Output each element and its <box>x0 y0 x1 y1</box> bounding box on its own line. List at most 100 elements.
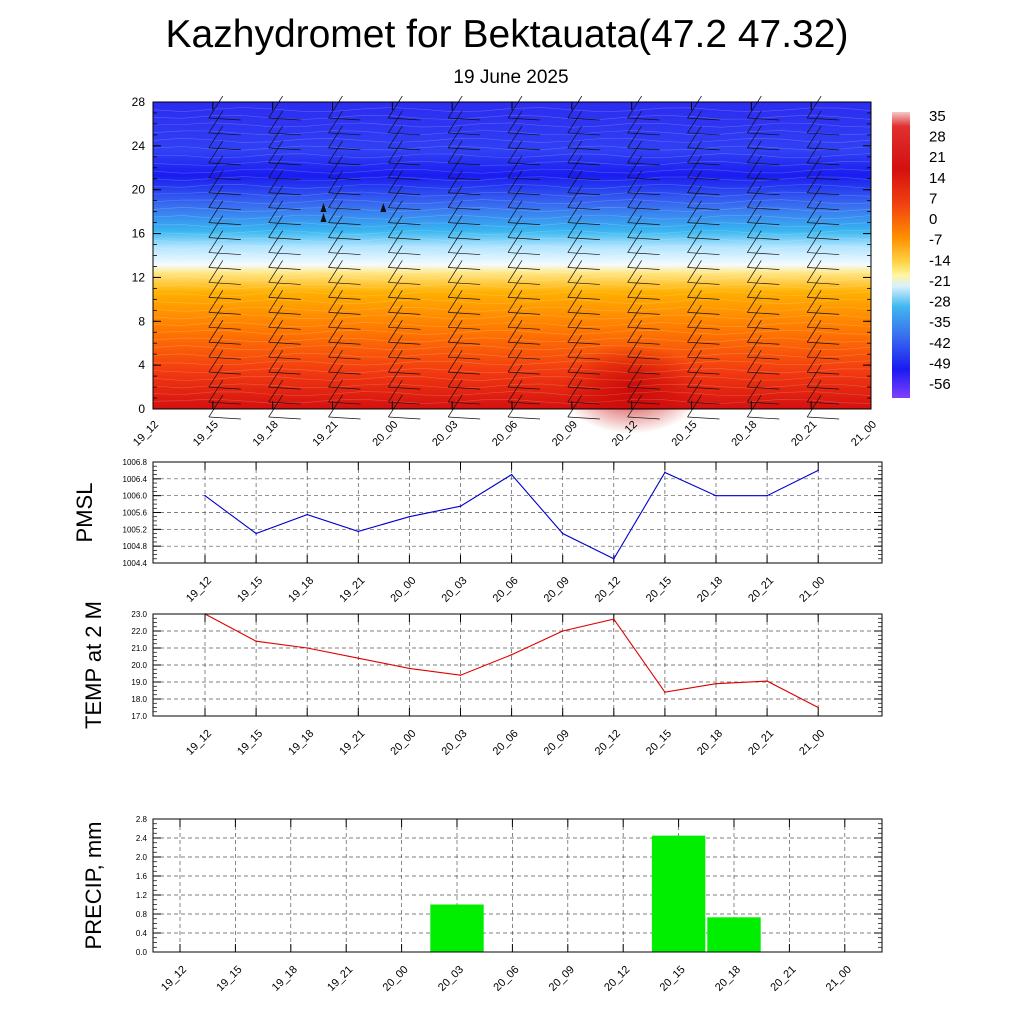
wind-barb <box>268 245 283 268</box>
wind-barb <box>687 155 702 178</box>
wind-barb <box>388 305 403 328</box>
wind-barb <box>328 364 343 388</box>
wind-barb <box>268 290 283 313</box>
wind-barb-flag <box>448 132 481 136</box>
wind-barb <box>567 155 583 178</box>
wind-barb <box>447 320 463 343</box>
wind-barb-flag <box>687 267 720 270</box>
wind-barb-flag <box>268 267 301 270</box>
wind-barb-flag <box>567 341 600 345</box>
wind-barb-flag <box>567 371 600 375</box>
wind-barb-flag <box>388 147 421 151</box>
wind-barb-flag <box>687 237 720 240</box>
wind-barb <box>687 335 702 358</box>
data-point <box>766 494 768 497</box>
wind-barb-flag <box>567 416 600 420</box>
wind-barb <box>328 170 343 193</box>
wind-barb-flag <box>567 401 600 405</box>
wind-barb <box>208 170 224 193</box>
wind-barb <box>447 260 463 283</box>
x-tick-label: 20_12 <box>602 964 632 994</box>
wind-barb-flag <box>268 192 301 196</box>
heatmap-contour-line <box>152 383 872 389</box>
heatmap-contour-line <box>152 283 872 289</box>
data-point <box>561 630 564 632</box>
wind-barb-flag <box>627 416 660 420</box>
wind-barb <box>328 305 343 328</box>
x-tick-label: 20_09 <box>542 728 572 758</box>
wind-barb <box>567 245 583 268</box>
wind-barb <box>268 185 283 208</box>
wind-barb-flag <box>807 401 840 405</box>
wind-barb-flag <box>567 267 600 270</box>
x-tick-label: 20_18 <box>695 728 725 758</box>
wind-barb-flag <box>328 356 361 360</box>
wind-barb <box>806 140 822 164</box>
wind-barb <box>806 215 822 238</box>
wind-barb-flag <box>208 416 241 420</box>
wind-barb <box>687 349 702 373</box>
wind-barb <box>627 394 642 418</box>
data-point <box>664 471 666 474</box>
wind-barb-flag <box>328 371 361 375</box>
wind-barb-flag <box>687 147 720 151</box>
heatmap-contour-line <box>152 160 872 166</box>
wind-barb <box>627 260 642 283</box>
wind-barb-flag <box>627 117 660 121</box>
heatmap-x-tick-label: 20_21 <box>789 419 819 449</box>
heatmap-y-tick-label: 28 <box>132 95 146 109</box>
y-tick-label: 17.0 <box>131 712 147 721</box>
wind-barb-flag <box>268 371 301 375</box>
precipitation-panel: 0.0 0.4 0.8 1.2 1.6 2.0 2.4 2.8 19_12 19_15 19_18 1… <box>81 815 883 994</box>
wind-barb <box>507 335 523 358</box>
temperature-panel: 17.0 18.0 19.0 20.0 21.0 22.0 23.0 19_12 19_15 19… <box>81 601 883 758</box>
data-point <box>459 505 462 507</box>
heatmap-x-tick-label: 20_09 <box>550 419 580 449</box>
data-point <box>766 680 768 682</box>
wind-barb-flag <box>388 416 421 420</box>
wind-barb-flag <box>807 341 840 345</box>
x-tick-label: 20_06 <box>491 964 521 994</box>
wind-barb <box>627 275 642 298</box>
wind-barb <box>567 185 583 208</box>
wind-barb <box>328 200 343 223</box>
wind-barb <box>687 394 702 418</box>
data-point <box>613 618 615 620</box>
wind-barb <box>388 394 403 418</box>
wind-barb-flag <box>448 162 481 166</box>
wind-barb-flag <box>328 192 361 196</box>
wind-barb <box>687 260 702 283</box>
wind-barb-flag <box>627 282 660 285</box>
heatmap-x-tick-label: 19_15 <box>191 419 221 449</box>
wind-barb-flag <box>268 416 301 420</box>
wind-barb-flag <box>747 207 780 211</box>
wind-barb <box>447 95 463 119</box>
wind-barb <box>328 379 343 403</box>
wind-barb-flag <box>687 222 720 225</box>
wind-barb-flag <box>448 416 481 420</box>
wind-barb <box>627 349 642 373</box>
wind-barb <box>567 260 583 283</box>
data-point <box>510 473 513 476</box>
wind-barb-flag <box>208 147 241 151</box>
wind-barb-flag <box>807 162 840 166</box>
wind-barb-flag <box>627 267 660 270</box>
heatmap-y-tick-label: 0 <box>138 402 145 416</box>
wind-barb <box>806 230 822 253</box>
wind-barb-flag <box>507 162 541 166</box>
wind-barb <box>747 349 762 373</box>
wind-barb-flag <box>208 222 241 225</box>
wind-barb-flag <box>328 326 361 330</box>
wind-barb <box>507 110 523 134</box>
wind-barb-flag <box>388 177 421 181</box>
wind-barb-flag <box>388 386 421 390</box>
y-tick-label: 1005.6 <box>123 509 148 518</box>
wind-barb <box>507 170 523 193</box>
wind-barb-pennant <box>320 213 327 222</box>
wind-barb-flag <box>687 401 720 405</box>
wind-barb <box>567 364 583 388</box>
wind-barb-flag <box>807 207 840 211</box>
heatmap-y-tick-label: 4 <box>138 358 145 372</box>
precip-bar <box>430 904 484 952</box>
wind-barb-flag <box>807 117 840 121</box>
